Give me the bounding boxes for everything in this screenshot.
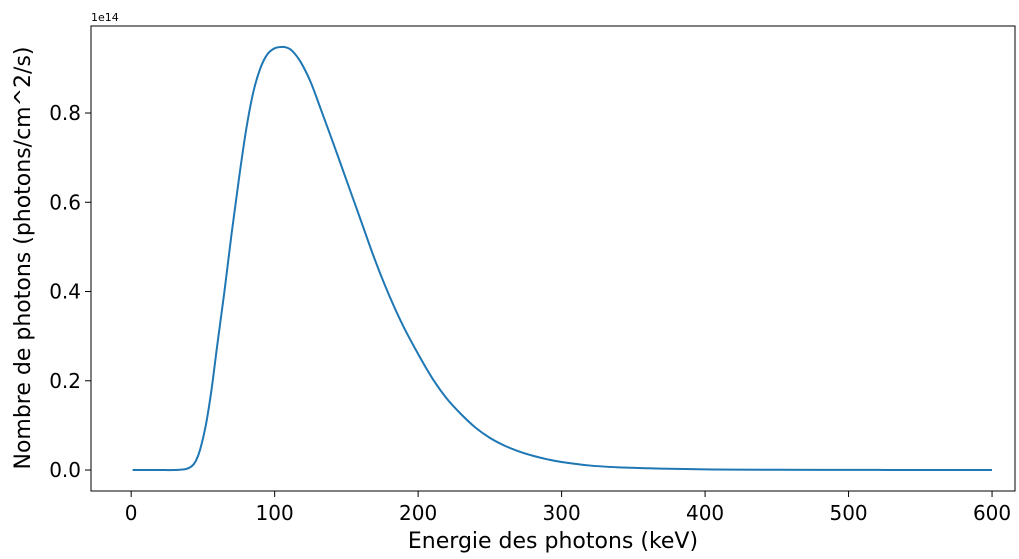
y-offset-label: 1e14 bbox=[91, 11, 119, 24]
y-tick-label: 0.2 bbox=[49, 369, 81, 393]
axis-ticks: 0 100 200 300 400 500 600 0.0 0.2 0.4 0.6 0.8 bbox=[49, 101, 1011, 525]
x-tick-label: 100 bbox=[256, 501, 294, 525]
y-tick-label: 0.6 bbox=[49, 190, 81, 214]
y-tick-label: 0.0 bbox=[49, 458, 81, 482]
x-tick-label: 500 bbox=[829, 501, 867, 525]
y-tick-label: 0.4 bbox=[49, 280, 81, 304]
axes-frame bbox=[90, 25, 1016, 492]
x-tick-label: 0 bbox=[125, 501, 138, 525]
x-tick-label: 200 bbox=[399, 501, 437, 525]
x-axis-label: Energie des photons (keV) bbox=[408, 529, 698, 554]
y-axis-label: Nombre de photons (photons/cm^2/s) bbox=[11, 46, 36, 469]
x-tick-label: 600 bbox=[973, 501, 1011, 525]
x-tick-label: 400 bbox=[686, 501, 724, 525]
y-tick-label: 0.8 bbox=[49, 101, 81, 125]
x-tick-label: 300 bbox=[543, 501, 581, 525]
series-line bbox=[132, 45, 993, 472]
